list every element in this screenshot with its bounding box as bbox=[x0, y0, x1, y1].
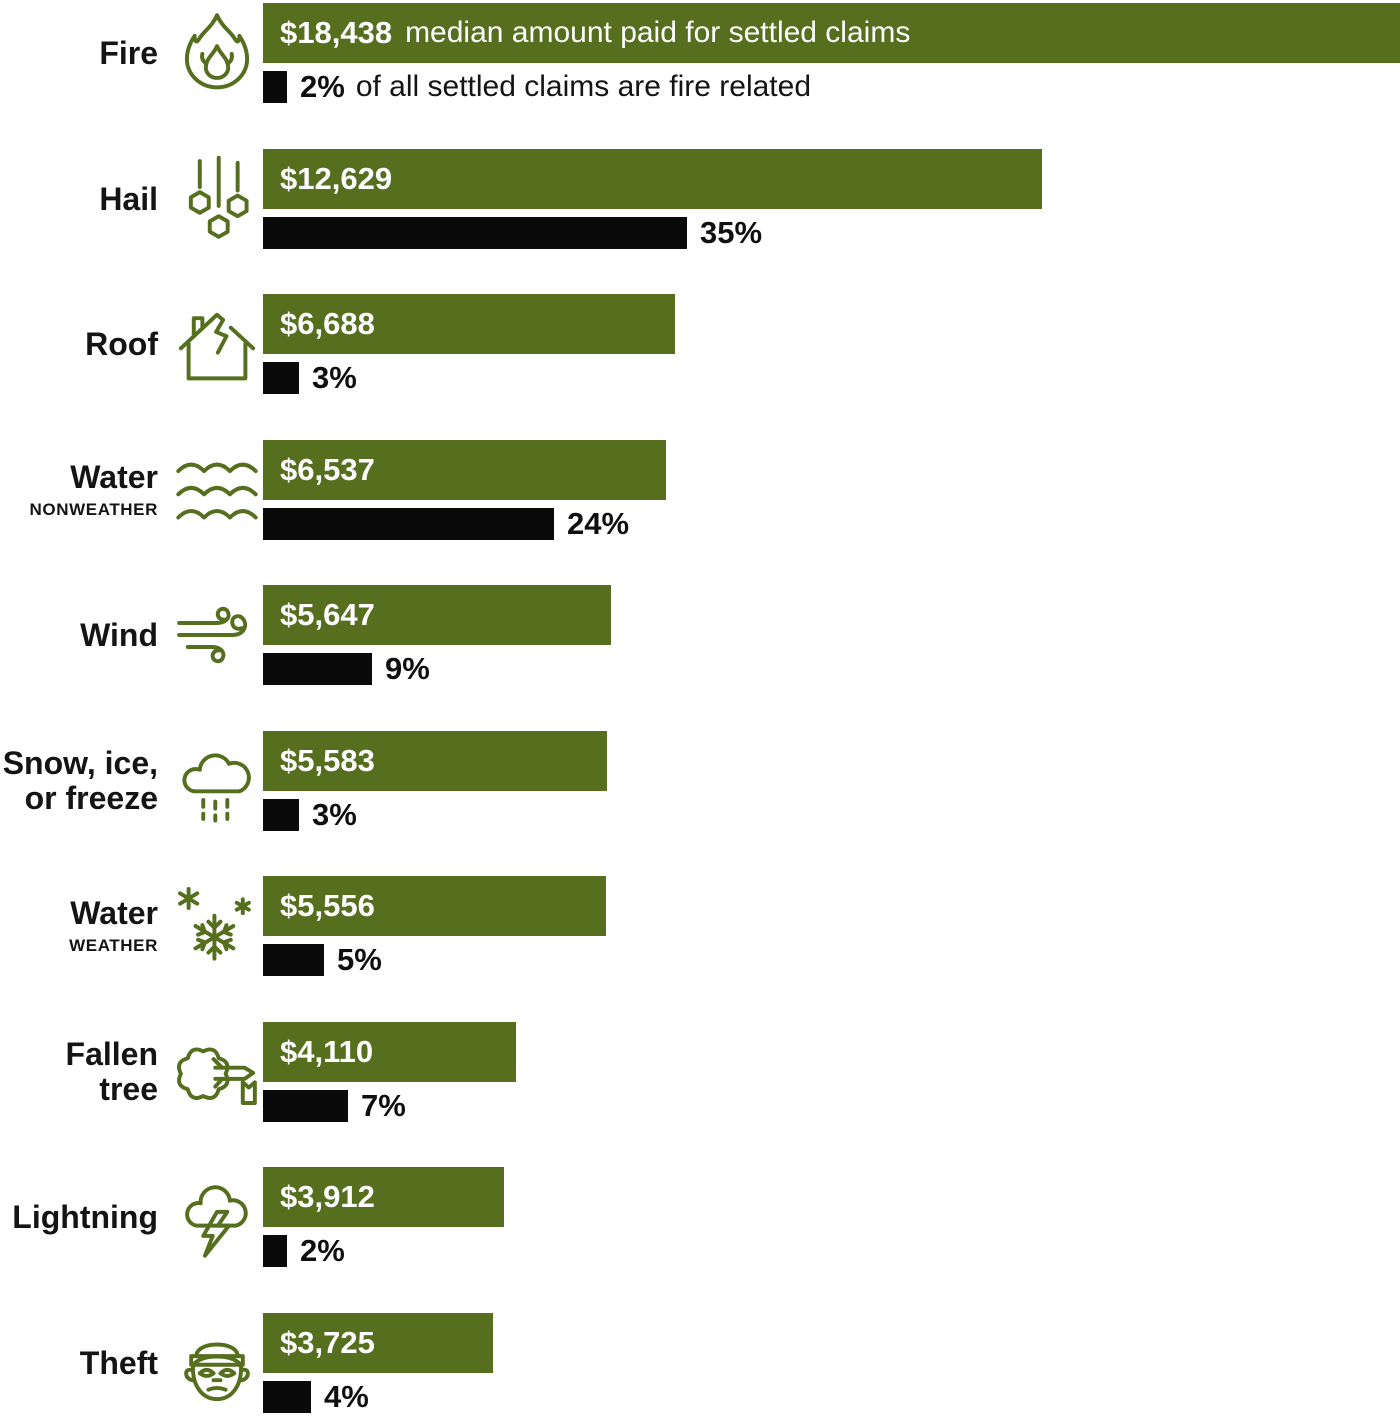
hail-icon bbox=[174, 149, 260, 249]
roof-icon bbox=[174, 294, 260, 394]
amount-bar: $3,725 bbox=[263, 1313, 493, 1373]
percent-bar bbox=[263, 1381, 311, 1413]
water-waves-icon bbox=[174, 440, 260, 540]
category-label: Lightning bbox=[12, 1198, 158, 1235]
claim-row-fire: Fire $18,438 median amount paid for settle… bbox=[0, 3, 1400, 105]
percent-bar bbox=[263, 653, 372, 685]
amount-bar: $4,110 bbox=[263, 1022, 516, 1082]
amount-bar: $3,912 bbox=[263, 1167, 504, 1227]
category-label: Fire bbox=[99, 34, 158, 71]
claim-row-theft: Theft $3,725 4% bbox=[0, 1313, 1400, 1415]
percent-text: 35% bbox=[700, 215, 762, 251]
claim-row-snow-ice-or-freeze: Snow, ice, or freeze $5,583 3% bbox=[0, 731, 1400, 833]
claim-row-fallen-tree: Fallen tree $4,110 7% bbox=[0, 1022, 1400, 1124]
category-label: Roof bbox=[85, 325, 158, 362]
percent-value: 3% bbox=[312, 797, 357, 832]
amount-bar: $12,629 bbox=[263, 149, 1042, 209]
claim-row-water: Water WEATHER $5,556 5% bbox=[0, 876, 1400, 978]
category-label-block: Fallen tree bbox=[0, 1022, 158, 1122]
category-label-block: Wind bbox=[0, 585, 158, 685]
category-label: Hail bbox=[99, 180, 158, 217]
percent-value: 2% bbox=[300, 69, 345, 104]
category-label-block: Hail bbox=[0, 149, 158, 249]
claim-row-wind: Wind $5,647 9% bbox=[0, 585, 1400, 687]
category-label-block: Theft bbox=[0, 1313, 158, 1413]
amount-value: $5,647 bbox=[280, 597, 375, 632]
wind-icon bbox=[174, 585, 260, 685]
amount-value: $6,688 bbox=[280, 306, 375, 341]
category-label-block: Water WEATHER bbox=[0, 876, 158, 976]
snowflake-icon bbox=[174, 876, 260, 976]
category-label: or freeze bbox=[24, 780, 158, 816]
category-label: Snow, ice, bbox=[2, 745, 158, 782]
percent-value: 9% bbox=[385, 651, 430, 686]
percent-text: 9% bbox=[385, 651, 430, 687]
amount-bar: $5,583 bbox=[263, 731, 607, 791]
percent-text: 2% of all settled claims are fire related bbox=[300, 69, 811, 105]
percent-text: 4% bbox=[324, 1379, 369, 1415]
category-label-block: Roof bbox=[0, 294, 158, 394]
category-label: Theft bbox=[79, 1344, 158, 1381]
claim-row-lightning: Lightning $3,912 2% bbox=[0, 1167, 1400, 1269]
amount-value: $6,537 bbox=[280, 452, 375, 487]
fallen-tree-icon bbox=[174, 1022, 260, 1122]
percent-text: 3% bbox=[312, 797, 357, 833]
percent-bar bbox=[263, 944, 324, 976]
amount-value: $12,629 bbox=[280, 161, 393, 196]
percent-text: 3% bbox=[312, 360, 357, 396]
percent-bar bbox=[263, 799, 299, 831]
percent-value: 7% bbox=[361, 1088, 406, 1123]
percent-value: 24% bbox=[567, 506, 630, 541]
category-sublabel: NONWEATHER bbox=[29, 499, 158, 519]
category-label: Wind bbox=[80, 616, 158, 653]
snow-cloud-icon bbox=[174, 731, 260, 831]
category-label: Water bbox=[70, 459, 158, 496]
category-label-block: Fire bbox=[0, 3, 158, 103]
percent-value: 5% bbox=[337, 942, 382, 977]
amount-bar: $6,688 bbox=[263, 294, 675, 354]
percent-value: 35% bbox=[700, 215, 763, 250]
amount-annotation: median amount paid for settled claims bbox=[405, 16, 911, 49]
amount-bar: $5,556 bbox=[263, 876, 606, 936]
percent-value: 4% bbox=[324, 1379, 369, 1414]
category-sublabel: WEATHER bbox=[69, 935, 158, 955]
amount-value: $18,438 bbox=[280, 15, 393, 50]
amount-value: $5,556 bbox=[280, 888, 375, 923]
amount-bar: $5,647 bbox=[263, 585, 611, 645]
percent-value: 3% bbox=[312, 360, 357, 395]
amount-value: $4,110 bbox=[280, 1034, 374, 1069]
amount-bar: $18,438 median amount paid for settled cl… bbox=[263, 3, 1400, 63]
claim-row-roof: Roof $6,688 3% bbox=[0, 294, 1400, 396]
category-label: Fallen bbox=[65, 1036, 158, 1073]
burglar-icon bbox=[174, 1313, 260, 1413]
amount-value: $3,912 bbox=[280, 1179, 375, 1214]
percent-bar bbox=[263, 508, 554, 540]
percent-bar bbox=[263, 1090, 348, 1122]
percent-bar bbox=[263, 362, 299, 394]
claim-row-water: Water NONWEATHER $6,537 24% bbox=[0, 440, 1400, 542]
category-label-block: Snow, ice, or freeze bbox=[0, 731, 158, 831]
claim-row-hail: Hail $12,629 35% bbox=[0, 149, 1400, 251]
percent-text: 5% bbox=[337, 942, 382, 978]
percent-text: 2% bbox=[300, 1233, 345, 1269]
percent-text: 7% bbox=[361, 1088, 406, 1124]
percent-bar bbox=[263, 1235, 287, 1267]
percent-text: 24% bbox=[567, 506, 629, 542]
amount-value: $3,725 bbox=[280, 1325, 375, 1360]
percent-annotation: of all settled claims are fire related bbox=[355, 70, 812, 103]
category-label: Water bbox=[70, 895, 158, 932]
lightning-cloud-icon bbox=[174, 1167, 260, 1267]
fire-icon bbox=[174, 3, 260, 103]
category-label-block: Lightning bbox=[0, 1167, 158, 1267]
category-label-block: Water NONWEATHER bbox=[0, 440, 158, 540]
percent-bar bbox=[263, 71, 287, 103]
amount-bar: $6,537 bbox=[263, 440, 666, 500]
percent-bar bbox=[263, 217, 687, 249]
category-label: tree bbox=[99, 1071, 158, 1107]
percent-value: 2% bbox=[300, 1233, 345, 1268]
amount-value: $5,583 bbox=[280, 743, 375, 778]
